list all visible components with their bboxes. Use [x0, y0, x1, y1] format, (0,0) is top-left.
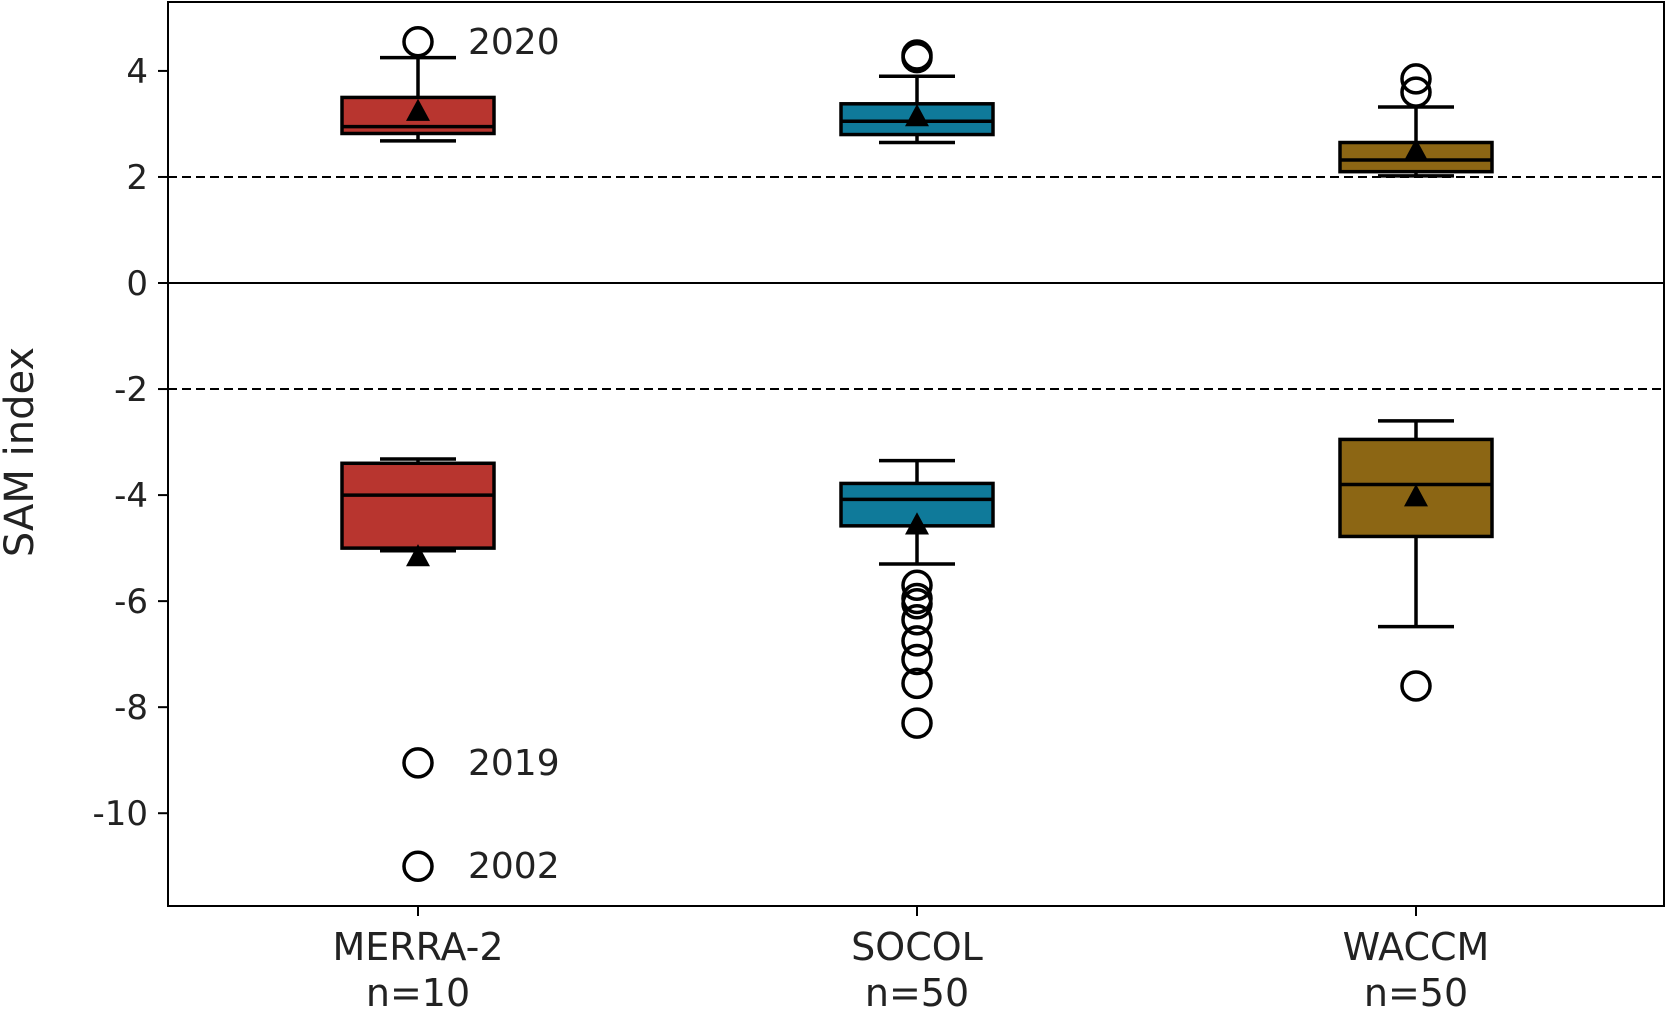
mean-marker: [1404, 138, 1428, 161]
mean-marker: [905, 103, 929, 127]
outlier-point: [901, 643, 933, 676]
x-category-label: SOCOL: [851, 925, 983, 969]
year-annotation: 2019: [468, 743, 560, 784]
box-socol-positive: [839, 39, 995, 145]
outlier-point: [901, 707, 933, 739]
y-tick-label: 0: [126, 264, 148, 304]
outlier-point: [901, 588, 933, 620]
outlier-point: [901, 569, 933, 601]
x-category-label: WACCM: [1343, 925, 1490, 969]
y-tick-label: 2: [126, 158, 148, 198]
outlier-point: [901, 39, 933, 71]
y-axis-title: SAM index: [0, 347, 43, 557]
box-merra-2-negative: [340, 457, 496, 882]
outlier-point: [402, 850, 434, 882]
box-merra-2-positive: [340, 26, 496, 143]
flier-annotations: 2020 2019 2002: [468, 22, 560, 887]
outlier-point: [1400, 670, 1432, 702]
mean-marker: [1404, 484, 1428, 507]
box-socol-negative: [839, 458, 995, 739]
year-annotation: 2002: [468, 846, 560, 887]
y-tick-label: -10: [92, 794, 148, 834]
year-annotation: 2020: [468, 22, 560, 63]
outlier-point: [901, 625, 933, 657]
y-tick-label: -6: [114, 582, 148, 622]
mean-marker: [406, 544, 430, 567]
mean-marker: [406, 98, 430, 121]
y-tick-label: 4: [126, 52, 148, 92]
outlier-point: [901, 603, 933, 636]
mean-marker: [905, 512, 929, 535]
outlier-point: [402, 747, 434, 779]
box-waccm-negative: [1338, 419, 1494, 702]
outlier-point: [1400, 63, 1432, 95]
box-plots: [340, 26, 1494, 882]
y-tick-label: -4: [114, 476, 148, 516]
x-category-label: MERRA-2: [332, 925, 503, 969]
y-tick-label: -2: [114, 370, 148, 410]
iqr-box: [340, 461, 496, 550]
x-category-count-label: n=10: [366, 971, 470, 1009]
outlier-point: [1400, 76, 1432, 108]
y-tick-label: -8: [114, 688, 148, 728]
axes: 420-2-4-6-8-10MERRA-2n=10SOCOLn=50WACCMn…: [92, 1, 1665, 1009]
outlier-point: [901, 667, 933, 700]
outlier-point: [402, 26, 434, 58]
x-category-count-label: n=50: [865, 971, 969, 1009]
box-waccm-positive: [1338, 63, 1494, 178]
x-category-count-label: n=50: [1364, 971, 1468, 1009]
reference-lines: [168, 175, 1664, 391]
